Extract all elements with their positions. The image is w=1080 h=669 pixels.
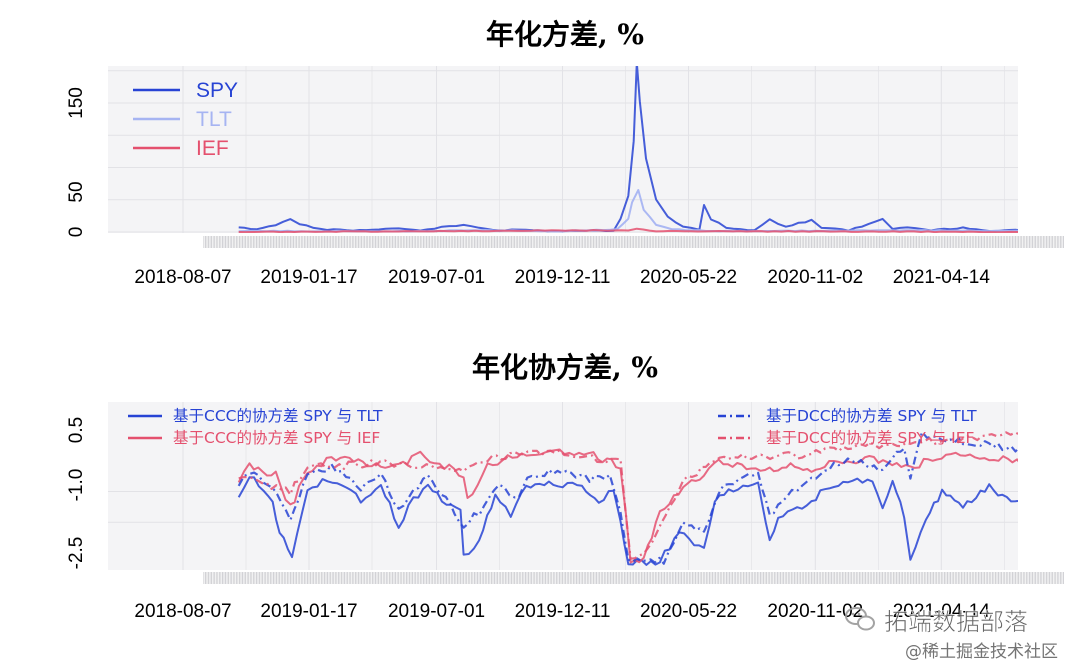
variance-y-tick: 150	[66, 87, 87, 119]
covariance-y-tick: -2.5	[66, 537, 87, 570]
covariance-legend: 基于CCC的协方差 SPY 与 TLT 基于CCC的协方差 SPY 与 IEF …	[128, 407, 977, 447]
covariance-x-tick: 2018-08-07	[134, 601, 231, 622]
legend-label-tlt: TLT	[196, 108, 232, 131]
variance-x-tick: 2020-11-02	[767, 267, 863, 288]
legend-label-dcc-tlt: 基于DCC的协方差 SPY 与 TLT	[766, 407, 977, 425]
covariance-chart: 年化协方差, % 0.5 -1.0 -2.5 2018-08-07 2019-0…	[66, 351, 1064, 622]
covariance-y-ticks: 0.5 -1.0 -2.5	[66, 417, 87, 570]
covariance-x-tick: 2019-01-17	[260, 601, 357, 622]
covariance-chart-title: 年化协方差, %	[472, 351, 658, 384]
watermark-text: 拓端数据部落	[884, 608, 1028, 636]
covariance-y-tick: 0.5	[66, 417, 87, 443]
covariance-x-tick: 2019-07-01	[388, 601, 485, 622]
variance-chart: 年化方差, % 0 50 150 2018-08-07 2019-01-17 2…	[66, 18, 1064, 288]
wechat-icon	[845, 607, 875, 631]
legend-label-spy: SPY	[196, 79, 238, 102]
variance-x-ticks: 2018-08-07 2019-01-17 2019-07-01 2019-12…	[134, 267, 990, 288]
variance-x-tick: 2021-04-14	[893, 267, 991, 288]
variance-y-tick: 50	[66, 181, 87, 202]
covariance-series	[237, 430, 1018, 566]
covariance-y-tick: -1.0	[66, 469, 87, 502]
watermark-text-2: @稀土掘金技术社区	[905, 642, 1058, 662]
covariance-x-tick: 2019-12-11	[515, 601, 611, 622]
covariance-gridlines	[108, 402, 1018, 570]
variance-y-tick: 0	[66, 227, 87, 238]
variance-legend: SPY TLT IEF	[133, 79, 238, 160]
variance-x-tick: 2019-01-17	[260, 267, 357, 288]
legend-label-ief: IEF	[196, 137, 229, 160]
series-line-3	[237, 430, 1018, 565]
covariance-x-tick: 2020-05-22	[640, 601, 737, 622]
variance-y-ticks: 0 50 150	[66, 87, 87, 237]
variance-series	[238, 66, 1018, 233]
variance-x-tick: 2020-05-22	[640, 267, 737, 288]
variance-chart-title: 年化方差, %	[486, 18, 644, 51]
legend-label-ccc-ief: 基于CCC的协方差 SPY 与 IEF	[173, 429, 380, 447]
legend-label-dcc-ief: 基于DCC的协方差 SPY 与 IEF	[766, 429, 975, 447]
variance-x-tick: 2018-08-07	[134, 267, 231, 288]
variance-x-tick: 2019-07-01	[388, 267, 485, 288]
covariance-rug	[203, 572, 1064, 584]
legend-label-ccc-tlt: 基于CCC的协方差 SPY 与 TLT	[173, 407, 383, 425]
covariance-x-tick: 2020-11-02	[767, 601, 863, 622]
watermark: 拓端数据部落 @稀土掘金技术社区	[845, 607, 1058, 662]
covariance-x-tick: 2021-04-14	[893, 601, 991, 622]
variance-x-tick: 2019-12-11	[515, 267, 611, 288]
series-line-1	[237, 476, 1018, 566]
series-line-3	[238, 227, 1018, 233]
covariance-x-ticks: 2018-08-07 2019-01-17 2019-07-01 2019-12…	[134, 601, 990, 622]
variance-rug	[203, 236, 1064, 248]
series-line-4	[238, 431, 1018, 560]
